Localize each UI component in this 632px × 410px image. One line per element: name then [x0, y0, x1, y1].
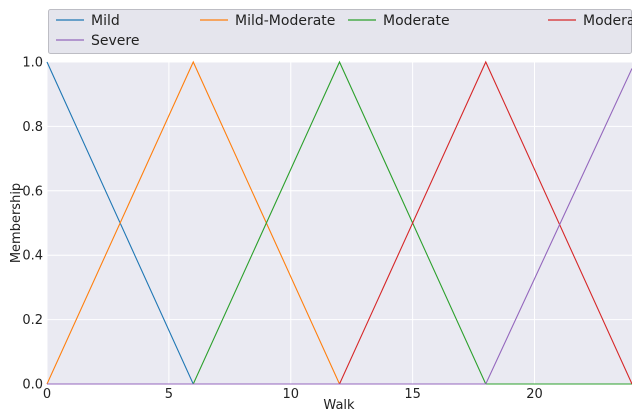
y-tick-label: 0.6 [22, 184, 43, 199]
x-tick-label: 15 [404, 387, 421, 402]
series-line-4 [47, 68, 632, 385]
legend: Mild Mild-Moderate Moderate Moderate-Severe… [48, 9, 632, 54]
x-axis: 0 5 10 15 20 [43, 387, 543, 402]
legend-entry: Severe [56, 33, 139, 49]
legend-entry: Moderate-Severe [548, 13, 632, 29]
legend-label: Moderate [383, 13, 450, 29]
x-tick-label: 0 [43, 387, 51, 402]
legend-entry: Mild-Moderate [200, 13, 335, 29]
plot-area [47, 62, 632, 384]
y-tick-label: 0.8 [22, 120, 43, 135]
series-layer [46, 60, 632, 385]
y-axis-label: Membership [9, 183, 24, 263]
legend-label: Mild-Moderate [235, 13, 335, 29]
y-tick-label: 0.4 [22, 249, 43, 264]
x-axis-label: Walk [323, 398, 355, 410]
y-axis: 0.0 0.2 0.4 0.6 0.8 1.0 [22, 56, 43, 393]
legend-entry: Mild [56, 13, 120, 29]
x-tick-label: 5 [165, 387, 173, 402]
x-tick-label: 10 [282, 387, 299, 402]
y-tick-label: 1.0 [22, 56, 43, 71]
legend-entry: Moderate [348, 13, 450, 29]
legend-label: Mild [91, 13, 120, 29]
y-tick-label: 0.2 [22, 313, 43, 328]
x-tick-label: 20 [526, 387, 543, 402]
legend-label: Severe [91, 33, 139, 49]
legend-label: Moderate-Severe [583, 13, 632, 29]
y-tick-label: 0.0 [22, 378, 43, 393]
